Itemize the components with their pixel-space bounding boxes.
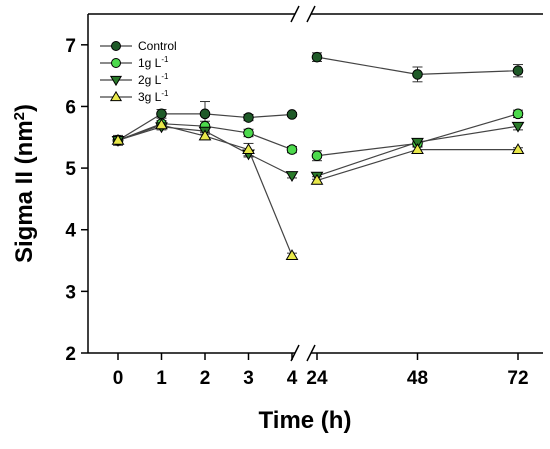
y-tick-label: 4	[65, 221, 76, 242]
y-axis-title-close: )	[11, 104, 38, 112]
x-tick-label: 1	[156, 368, 167, 389]
data-point-1g-l	[512, 108, 524, 120]
data-point-control	[311, 51, 323, 63]
axis-break-mark-bottom	[306, 344, 316, 362]
data-point-control	[412, 69, 423, 80]
axis-break-mark-top	[306, 5, 316, 23]
legend-label-control: Control	[138, 39, 177, 53]
axis-break-mark-top	[290, 5, 300, 23]
x-tick-label: 24	[306, 368, 328, 389]
data-point-3g-l	[155, 118, 168, 130]
data-point-2g-l	[511, 121, 525, 133]
data-point-3g-l	[310, 173, 324, 185]
data-point-3g-l	[411, 143, 424, 154]
x-tick-label: 48	[407, 368, 428, 389]
data-point-control	[286, 109, 298, 120]
y-axis-title-main: Sigma II (nm	[11, 120, 38, 263]
data-point-3g-l	[511, 143, 525, 154]
data-point-1g-l	[243, 127, 254, 139]
y-tick-label: 5	[65, 159, 76, 180]
legend-label-2g-l: 2g L-1	[138, 72, 169, 87]
y-axis-title-superscript: 2	[11, 112, 28, 120]
x-tick-label: 2	[200, 368, 211, 389]
y-tick-label: 7	[65, 36, 76, 57]
x-tick-label: 72	[507, 368, 528, 389]
data-point-control	[156, 108, 167, 120]
data-point-2g-l	[411, 137, 424, 149]
data-point-control	[243, 112, 254, 123]
y-tick-label: 2	[65, 344, 76, 365]
data-point-2g-l	[285, 171, 299, 182]
series-line-3g-l	[316, 149, 518, 181]
x-tick-label: 0	[113, 368, 124, 389]
x-tick-label: 4	[287, 368, 298, 389]
legend-marker-control	[111, 41, 121, 51]
data-point-1g-l	[286, 144, 298, 155]
data-point-3g-l	[198, 129, 212, 141]
x-axis-title: Time (h)	[259, 407, 352, 434]
legend-label-1g-l: 1g L-1	[138, 55, 169, 70]
y-tick-label: 3	[65, 282, 76, 303]
legend-label-3g-l: 3g L-1	[138, 89, 169, 104]
data-point-3g-l	[242, 143, 255, 154]
data-point-1g-l	[311, 150, 323, 162]
legend-marker-2g-l	[109, 75, 123, 87]
x-tick-label: 3	[243, 368, 254, 389]
series-line-3g-l	[117, 124, 293, 256]
legend-marker-3g-l	[109, 90, 123, 102]
data-point-control	[512, 65, 524, 77]
data-point-3g-l	[111, 133, 125, 145]
y-tick-label: 6	[65, 97, 76, 118]
data-point-control	[199, 108, 211, 120]
data-point-3g-l	[285, 249, 299, 260]
legend-marker-1g-l	[111, 58, 121, 68]
y-axis-title: Sigma II (nm2)	[11, 104, 39, 263]
